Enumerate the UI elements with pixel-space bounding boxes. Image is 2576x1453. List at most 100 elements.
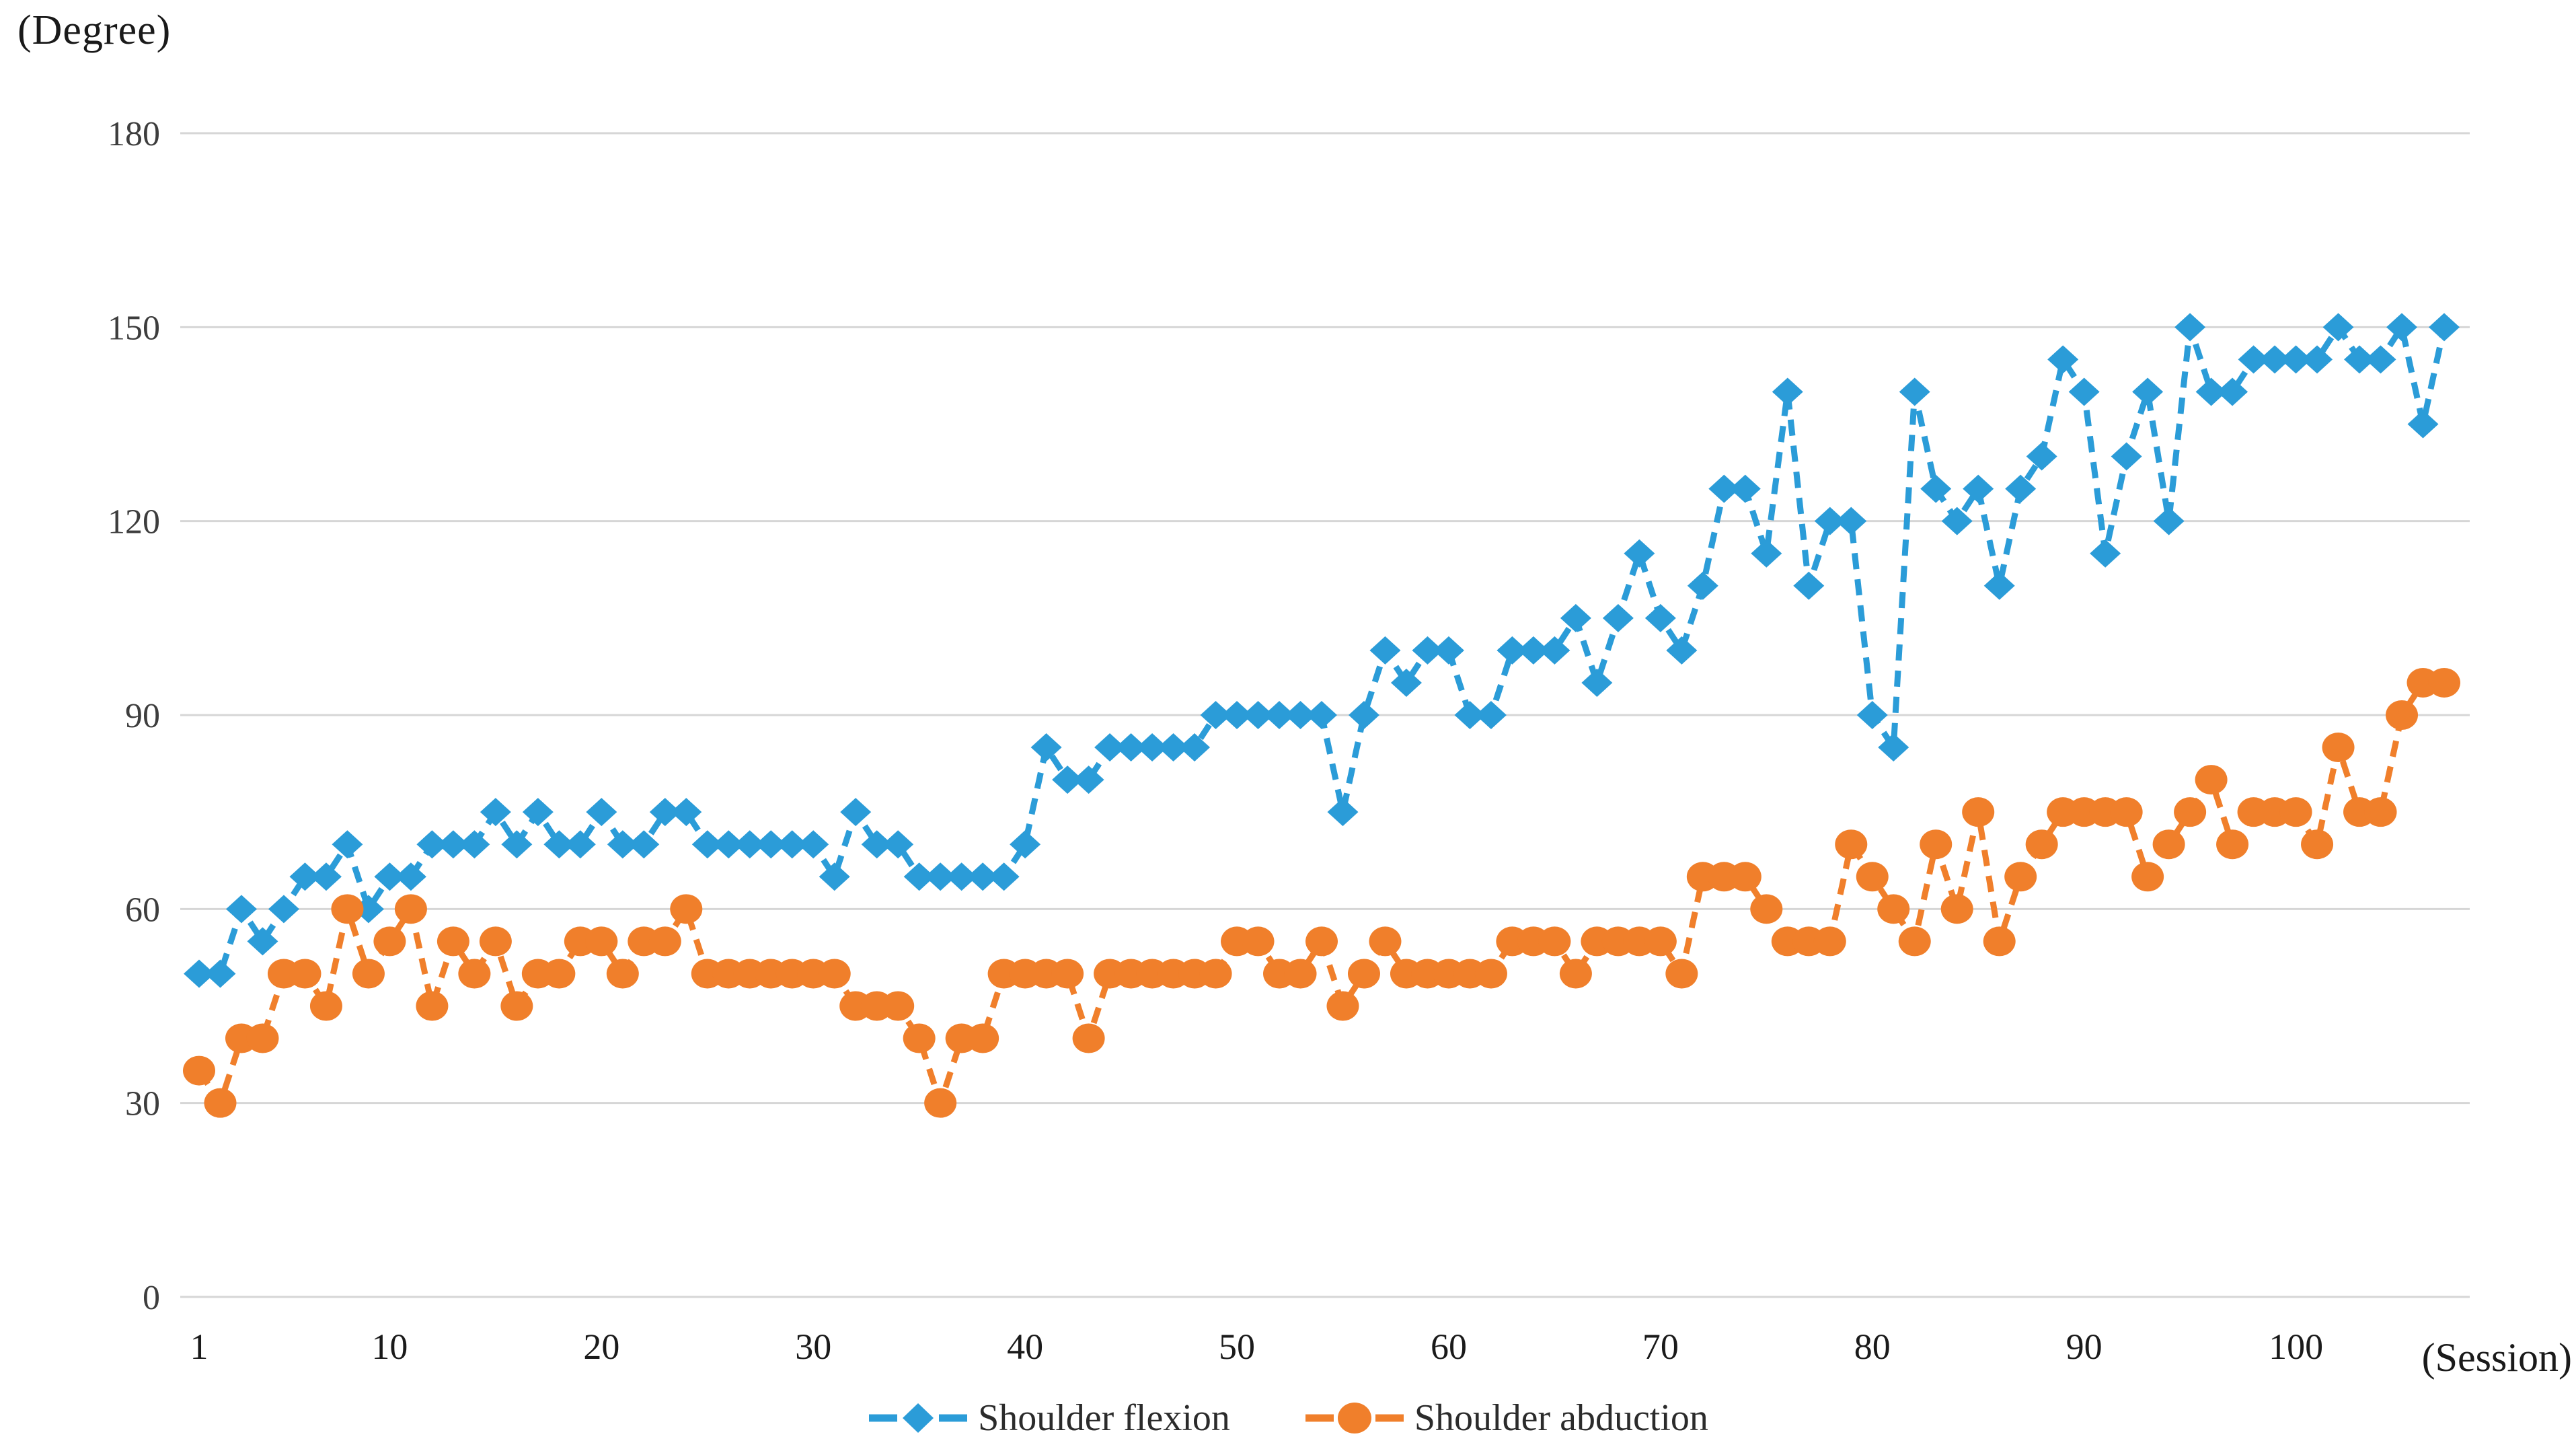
- data-point-abduction: [1665, 959, 1698, 989]
- x-tick-label: 100: [2269, 1327, 2323, 1367]
- data-point-flexion: [861, 830, 893, 859]
- data-point-abduction: [818, 959, 851, 989]
- data-point-abduction: [500, 991, 533, 1021]
- data-point-flexion: [204, 959, 236, 988]
- data-point-flexion: [1348, 701, 1379, 729]
- data-point-flexion: [734, 830, 765, 859]
- data-point-flexion: [1369, 636, 1401, 665]
- legend-label-shoulder-abduction: Shoulder abduction: [1414, 1397, 1708, 1439]
- data-point-flexion: [1729, 474, 1761, 503]
- data-point-abduction: [1538, 926, 1571, 957]
- data-point-flexion: [1306, 701, 1337, 729]
- data-point-abduction: [309, 991, 342, 1021]
- data-point-abduction: [2364, 797, 2397, 827]
- data-point-flexion: [310, 862, 342, 891]
- data-point-flexion: [1412, 636, 1443, 665]
- data-point-flexion: [2386, 313, 2418, 342]
- data-point-flexion: [1010, 830, 1041, 859]
- data-point-abduction: [967, 1023, 999, 1053]
- data-point-flexion: [1497, 636, 1528, 665]
- data-point-flexion: [1539, 636, 1570, 665]
- data-point-abduction: [1750, 894, 1783, 924]
- x-axis-title: (Session): [2421, 1335, 2572, 1380]
- data-point-flexion: [332, 830, 363, 859]
- data-point-flexion: [2217, 377, 2248, 406]
- data-point-flexion: [1856, 701, 1888, 729]
- data-point-abduction: [1983, 926, 2016, 957]
- data-point-abduction: [670, 894, 703, 924]
- data-point-flexion: [691, 830, 723, 859]
- data-point-abduction: [2279, 797, 2312, 827]
- data-point-flexion: [2174, 313, 2206, 342]
- data-point-abduction: [903, 1023, 936, 1053]
- y-tick-label: 90: [125, 697, 160, 735]
- data-point-flexion: [1751, 539, 1782, 568]
- data-point-flexion: [1115, 733, 1147, 762]
- data-point-flexion: [967, 862, 999, 891]
- data-point-abduction: [1813, 926, 1846, 957]
- data-point-flexion: [1963, 474, 1994, 503]
- data-point-flexion: [2005, 474, 2037, 503]
- data-point-flexion: [459, 830, 490, 859]
- data-point-flexion: [840, 798, 872, 827]
- data-point-abduction: [2174, 797, 2207, 827]
- legend-item-shoulder-abduction: Shoulder abduction: [1304, 1396, 1708, 1440]
- x-tick-label: 20: [583, 1327, 619, 1367]
- data-point-flexion: [225, 895, 257, 924]
- x-tick-label: 10: [371, 1327, 408, 1367]
- data-point-abduction: [1962, 797, 1995, 827]
- data-point-abduction: [1877, 894, 1910, 924]
- data-point-flexion: [1221, 701, 1253, 729]
- data-point-abduction: [2131, 862, 2164, 892]
- data-point-abduction: [2386, 700, 2419, 730]
- data-point-abduction: [416, 991, 449, 1021]
- data-point-flexion: [988, 862, 1020, 891]
- data-point-flexion: [543, 830, 575, 859]
- data-point-flexion: [798, 830, 829, 859]
- data-point-flexion: [184, 959, 215, 988]
- data-point-abduction: [458, 959, 491, 989]
- data-point-abduction: [1856, 862, 1889, 892]
- data-point-flexion: [607, 830, 638, 859]
- data-point-flexion: [776, 830, 808, 859]
- data-point-flexion: [946, 862, 977, 891]
- data-point-abduction: [2301, 829, 2334, 860]
- data-point-abduction: [1242, 926, 1275, 957]
- data-point-abduction: [543, 959, 576, 989]
- data-point-abduction: [1940, 894, 1973, 924]
- data-point-flexion: [671, 798, 702, 827]
- data-point-flexion: [1899, 377, 1930, 406]
- data-point-flexion: [2068, 377, 2100, 406]
- data-point-abduction: [352, 959, 385, 989]
- series-line-diamond: [199, 319, 2448, 977]
- data-point-abduction: [2025, 829, 2058, 860]
- data-point-abduction: [1072, 1023, 1105, 1053]
- data-point-flexion: [1264, 701, 1295, 729]
- data-point-abduction: [2216, 829, 2249, 860]
- data-point-flexion: [2195, 377, 2227, 406]
- data-point-flexion: [1030, 733, 1062, 762]
- x-tick-label: 30: [795, 1327, 831, 1367]
- data-point-flexion: [1835, 507, 1867, 535]
- data-point-flexion: [1708, 474, 1740, 503]
- data-point-flexion: [1941, 507, 1973, 535]
- legend-label-shoulder-flexion: Shoulder flexion: [978, 1397, 1230, 1439]
- data-point-flexion: [1137, 733, 1168, 762]
- data-point-abduction: [1474, 959, 1507, 989]
- data-point-flexion: [1920, 474, 1952, 503]
- data-point-abduction: [1729, 862, 1761, 892]
- data-point-flexion: [1814, 507, 1846, 535]
- data-point-flexion: [1094, 733, 1126, 762]
- data-point-abduction: [2004, 862, 2037, 892]
- x-tick-label: 50: [1219, 1327, 1255, 1367]
- chart-legend: Shoulder flexion Shoulder abduction: [0, 1396, 2576, 1440]
- data-point-flexion: [2280, 345, 2312, 374]
- x-tick-label: 40: [1007, 1327, 1043, 1367]
- data-point-flexion: [2238, 345, 2269, 374]
- data-point-abduction: [2322, 733, 2355, 763]
- y-tick-label: 180: [108, 115, 160, 153]
- data-point-flexion: [1793, 571, 1825, 600]
- data-point-flexion: [1390, 668, 1422, 697]
